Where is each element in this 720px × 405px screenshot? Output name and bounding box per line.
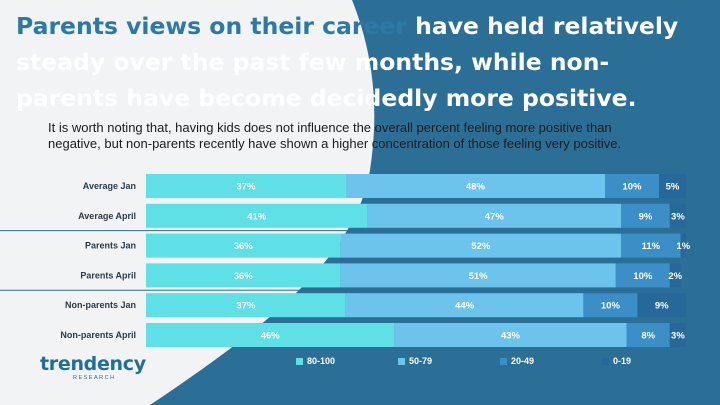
legend-swatch (296, 358, 303, 365)
title-part-2: have held relatively steady over the pas… (16, 12, 679, 76)
stacked-bar-chart: Average Jan 37% 48% 10% 5% Average April 41% 47… (0, 174, 691, 347)
data-label: 36% (234, 271, 254, 282)
data-label: 9% (655, 301, 669, 312)
data-label: 37% (236, 182, 256, 193)
bar-segment (583, 293, 638, 318)
logo-subtext: RESEARCH (73, 375, 116, 381)
data-label: 11% (642, 241, 661, 252)
data-label: 10% (601, 301, 621, 312)
bar-segment (345, 174, 605, 198)
data-label: 46% (261, 331, 281, 342)
bar-segment (621, 203, 670, 228)
data-label: 41% (247, 211, 267, 222)
bar-segment (146, 323, 395, 347)
bar-segment (146, 233, 341, 258)
category-label: Average April (78, 211, 136, 221)
data-label: 3% (671, 211, 685, 222)
data-label: 10% (633, 271, 653, 282)
data-label: 37% (236, 301, 256, 312)
bar-segment (146, 263, 341, 288)
bar-segment (146, 203, 368, 228)
bar-segment (669, 323, 686, 347)
data-label: 36% (234, 241, 254, 252)
legend-label: 80-100 (307, 356, 336, 366)
data-label: 9% (639, 211, 653, 222)
bar-segment (146, 174, 346, 198)
bar-segment (621, 233, 681, 258)
legend-swatch (398, 358, 405, 365)
data-label: 44% (455, 301, 475, 312)
data-label: 51% (469, 271, 489, 282)
legend-label: 20-49 (511, 356, 535, 366)
category-label: Average Jan (83, 181, 136, 191)
legend-swatch (602, 358, 609, 365)
bar-segment (605, 174, 659, 198)
logo-wordmark: trendency (40, 353, 146, 375)
category-label: Non-parents Jan (65, 300, 136, 310)
legend-label: 0-19 (613, 356, 632, 366)
data-label: 10% (622, 182, 642, 193)
bar-segment (345, 293, 584, 318)
bar-segment (615, 263, 670, 288)
bar-segment (669, 203, 686, 228)
category-label: Parents Jan (85, 241, 136, 251)
data-label: 8% (641, 331, 655, 342)
data-label: 47% (485, 211, 505, 222)
bar-segment (367, 203, 622, 228)
bar-segment (680, 233, 686, 258)
bar-segment (340, 263, 616, 288)
bar-segment (394, 323, 627, 347)
bar-segment (637, 293, 686, 318)
data-label: 5% (666, 182, 680, 193)
bar-segment (669, 263, 681, 288)
data-label: 48% (466, 182, 486, 193)
data-label: 2% (668, 271, 682, 282)
title-part-4: positive. (522, 84, 637, 112)
bar-segment (340, 233, 622, 258)
trendency-logo: trendency RESEARCH (40, 353, 146, 389)
data-label: 1% (676, 241, 690, 252)
data-label: 3% (671, 331, 685, 342)
category-label: Non-parents April (60, 330, 136, 340)
subtitle: It is worth noting that, having kids doe… (48, 120, 622, 151)
title-part-1: Parents views on their career (16, 12, 416, 40)
data-label: 52% (471, 241, 491, 252)
legend-label: 50-79 (409, 356, 433, 366)
bar-segment (626, 323, 670, 347)
page-title: Parents views on their career have held … (16, 8, 706, 116)
bar-segment (146, 293, 346, 318)
category-label: Parents April (80, 270, 136, 280)
data-label: 43% (501, 331, 521, 342)
bar-segment (659, 174, 686, 198)
legend-swatch (500, 358, 507, 365)
title-part-3: hs, while non-parents have become decide… (16, 48, 610, 112)
